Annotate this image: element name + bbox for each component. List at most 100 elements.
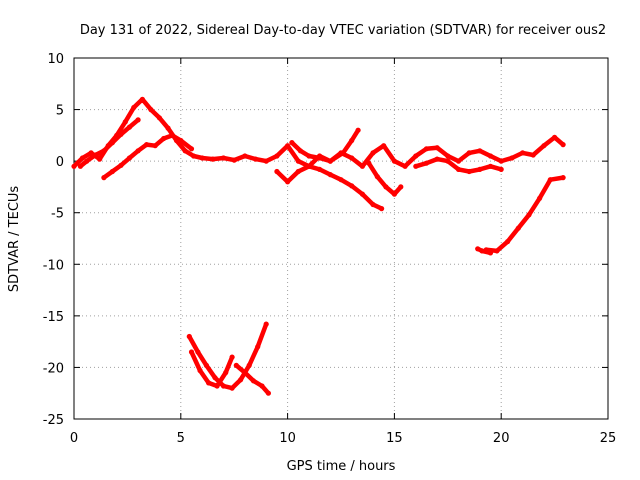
data-point — [214, 383, 220, 389]
data-point — [285, 179, 291, 185]
data-point — [423, 160, 429, 166]
data-point — [197, 367, 203, 374]
y-tick-label: 10 — [47, 52, 64, 67]
y-tick-label: -25 — [43, 413, 64, 428]
series-track-f — [366, 160, 404, 197]
data-point — [327, 172, 333, 178]
data-point — [515, 225, 521, 231]
data-point — [359, 163, 365, 169]
data-point — [537, 195, 543, 201]
data-point — [479, 248, 485, 254]
data-point — [413, 163, 419, 169]
data-point — [381, 143, 387, 149]
data-point — [547, 177, 553, 183]
y-axis-ticks: 10 5 0 -5 -10 -15 -20 -25 — [43, 52, 608, 428]
data-point — [79, 155, 86, 161]
data-point — [126, 155, 133, 161]
data-point — [477, 148, 483, 154]
data-point — [118, 162, 124, 168]
plot-frame — [73, 57, 609, 420]
data-point — [455, 166, 462, 172]
data-point — [552, 134, 558, 140]
data-point — [487, 250, 494, 256]
data-point — [210, 156, 216, 162]
data-point — [229, 385, 235, 391]
data-point — [101, 175, 107, 181]
data-point — [246, 362, 252, 368]
data-point — [263, 158, 269, 164]
data-point — [242, 153, 248, 159]
data-point — [340, 150, 346, 156]
data-point — [253, 156, 259, 162]
data-point — [109, 168, 115, 175]
data-point — [255, 344, 261, 350]
data-point — [97, 156, 103, 162]
data-point — [379, 206, 385, 212]
data-point — [475, 246, 481, 252]
data-point — [297, 148, 303, 154]
data-point — [423, 146, 429, 152]
data-point — [101, 148, 107, 154]
data-point — [374, 174, 380, 180]
data-point — [498, 166, 504, 172]
data-point — [349, 155, 355, 161]
x-tick-label: 0 — [70, 431, 78, 446]
data-point — [327, 158, 333, 164]
data-point — [84, 158, 90, 164]
data-point — [92, 152, 98, 158]
data-point — [77, 163, 83, 169]
data-point — [156, 115, 162, 121]
series-track-k — [189, 349, 235, 389]
data-point — [487, 163, 494, 169]
data-point — [398, 184, 404, 190]
data-point — [285, 143, 291, 149]
data-point — [402, 163, 408, 169]
data-point — [359, 191, 365, 197]
y-tick-label: -15 — [43, 310, 64, 325]
y-axis-label: SDTVAR / TECUs — [7, 186, 22, 293]
data-point — [238, 377, 244, 383]
y-tick-label: -20 — [43, 361, 64, 376]
x-axis-ticks: 0 5 10 15 20 25 — [70, 58, 616, 446]
data-point — [152, 143, 158, 149]
data-point — [317, 166, 323, 172]
data-point — [391, 158, 397, 164]
data-point — [349, 183, 355, 189]
data-point — [317, 155, 323, 161]
data-point — [212, 375, 218, 381]
data-point — [530, 152, 536, 158]
data-point — [148, 107, 154, 113]
data-point — [306, 153, 312, 159]
data-point — [259, 383, 265, 389]
data-point — [223, 370, 229, 376]
data-point — [498, 158, 504, 164]
y-tick-label: 5 — [56, 104, 64, 119]
data-point — [466, 150, 472, 156]
data-point — [220, 155, 227, 161]
x-tick-label: 25 — [600, 431, 617, 446]
data-point — [122, 119, 128, 125]
data-point — [220, 383, 227, 389]
data-point — [560, 142, 566, 148]
data-point — [186, 333, 192, 340]
data-point — [370, 201, 376, 208]
data-point — [306, 163, 312, 169]
data-point — [295, 158, 301, 164]
x-tick-label: 10 — [279, 431, 296, 446]
data-point — [135, 117, 141, 123]
data-point — [434, 145, 440, 151]
data-point — [434, 156, 440, 162]
data-point — [445, 153, 451, 159]
data-point — [455, 158, 462, 164]
data-point — [466, 168, 472, 175]
data-point — [289, 140, 295, 146]
data-point — [88, 150, 94, 156]
data-point — [182, 148, 188, 154]
data-point — [199, 155, 205, 161]
data-point — [263, 321, 269, 327]
data-point — [188, 349, 195, 355]
data-point — [135, 148, 141, 154]
data-point — [265, 390, 271, 396]
data-point — [355, 127, 361, 133]
